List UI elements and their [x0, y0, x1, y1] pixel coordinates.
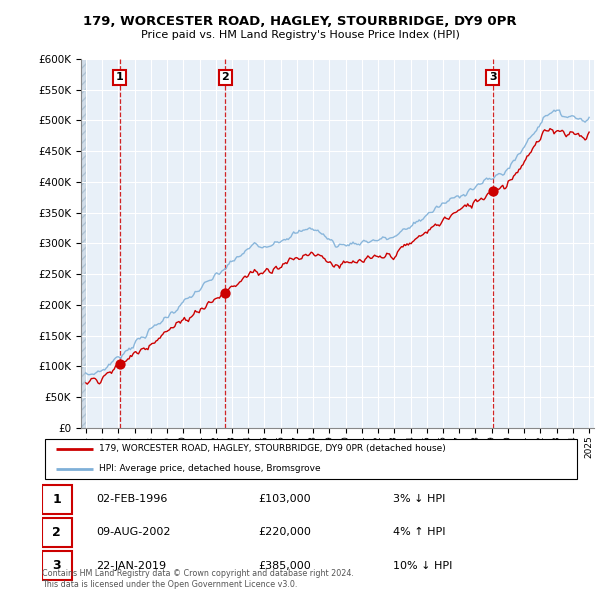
Text: 2: 2 [52, 526, 61, 539]
Text: HPI: Average price, detached house, Bromsgrove: HPI: Average price, detached house, Brom… [98, 464, 320, 473]
Point [115, 360, 125, 369]
Text: 09-AUG-2002: 09-AUG-2002 [96, 527, 170, 537]
Text: £103,000: £103,000 [258, 494, 311, 504]
Point [221, 288, 230, 297]
Text: 4% ↑ HPI: 4% ↑ HPI [393, 527, 445, 537]
Text: 10% ↓ HPI: 10% ↓ HPI [393, 560, 452, 571]
Text: 3% ↓ HPI: 3% ↓ HPI [393, 494, 445, 504]
Bar [42, 518, 72, 547]
Bar [42, 485, 72, 514]
Text: 3: 3 [489, 73, 497, 83]
Text: 3: 3 [53, 559, 61, 572]
Text: 179, WORCESTER ROAD, HAGLEY, STOURBRIDGE, DY9 0PR: 179, WORCESTER ROAD, HAGLEY, STOURBRIDGE… [83, 15, 517, 28]
Text: £385,000: £385,000 [258, 560, 311, 571]
Text: 1: 1 [52, 493, 61, 506]
Text: 2: 2 [221, 73, 229, 83]
Text: £220,000: £220,000 [258, 527, 311, 537]
Text: Price paid vs. HM Land Registry's House Price Index (HPI): Price paid vs. HM Land Registry's House … [140, 30, 460, 40]
Point [488, 186, 497, 196]
Text: 1: 1 [116, 73, 124, 83]
Text: Contains HM Land Registry data © Crown copyright and database right 2024.
This d: Contains HM Land Registry data © Crown c… [42, 569, 354, 589]
Text: 02-FEB-1996: 02-FEB-1996 [96, 494, 167, 504]
Bar [42, 551, 72, 580]
Text: 22-JAN-2019: 22-JAN-2019 [96, 560, 166, 571]
Text: 179, WORCESTER ROAD, HAGLEY, STOURBRIDGE, DY9 0PR (detached house): 179, WORCESTER ROAD, HAGLEY, STOURBRIDGE… [98, 444, 445, 453]
